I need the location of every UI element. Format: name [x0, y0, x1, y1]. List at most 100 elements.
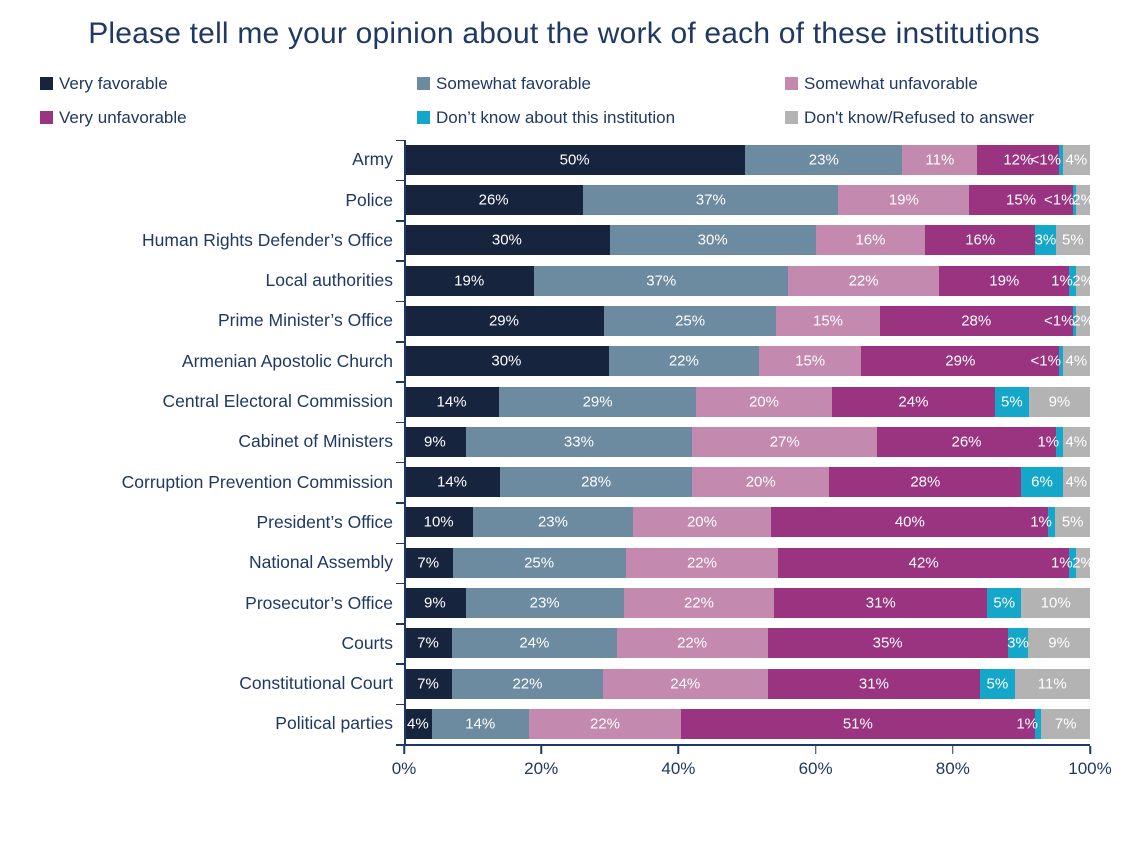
y-axis-line — [404, 139, 406, 745]
bar-track: 10% 23% 20% 40% 1% 5% — [404, 507, 1090, 538]
segment-label: 4% — [407, 715, 429, 733]
segment-label: 14% — [437, 473, 468, 491]
bar-segment: 11% — [902, 144, 978, 175]
segment-label: 5% — [986, 675, 1009, 693]
bar-row: Police 26% 37% 19% 15% <1% 2% — [0, 180, 1128, 220]
bar-segment: 2% — [1072, 185, 1094, 216]
bar-row: National Assembly 7% 25% 22% 42% 1% 2% — [0, 543, 1128, 583]
bar-segment: 3% — [1035, 225, 1056, 256]
bar-segment: 33% — [465, 426, 693, 457]
bar-row: Armenian Apostolic Church 30% 22% 15% 29% <1%… — [0, 341, 1128, 381]
bar-segment: 5% — [994, 386, 1029, 417]
segment-label: 19% — [454, 272, 485, 290]
legend-swatch — [40, 111, 53, 125]
x-axis-label: 60% — [798, 759, 833, 779]
segment-label: 1% — [1030, 513, 1052, 531]
bar-segment: <1% — [1044, 185, 1077, 216]
category-label: Police — [345, 189, 393, 210]
legend-swatch — [785, 77, 798, 91]
bar-row: Local authorities 19% 37% 22% 19% 1% 2% — [0, 260, 1128, 300]
bar-segment: 7% — [404, 547, 453, 578]
segment-label: 22% — [848, 272, 879, 290]
segment-label: 22% — [589, 715, 620, 733]
bar-segment: 7% — [404, 628, 453, 659]
y-axis-tick — [396, 502, 404, 504]
category-label: Army — [352, 149, 393, 170]
slide: Please tell me your opinion about the wo… — [0, 14, 1128, 852]
bar-segment: 28% — [500, 467, 693, 498]
segment-label: 28% — [581, 473, 612, 491]
segment-label: 30% — [491, 231, 522, 249]
bar-segment: 30% — [404, 225, 610, 256]
category-label: National Assembly — [249, 552, 393, 573]
x-axis: 0% 20% 40% 60% 80% 100% — [392, 744, 1112, 788]
segment-label: 15% — [812, 312, 844, 330]
y-axis-tick — [396, 744, 404, 746]
segment-label: 5% — [993, 594, 1016, 612]
category-label: Political parties — [275, 713, 393, 734]
bar-segment: 30% — [404, 346, 609, 377]
x-axis-tick — [540, 746, 542, 755]
legend-label: Somewhat favorable — [436, 73, 591, 93]
bar-track: 7% 25% 22% 42% 1% 2% — [404, 547, 1094, 578]
segment-label: 40% — [894, 513, 925, 531]
plot-area: Army 50% 23% 11% 12% <1% 4% Police 26% 37% 19% 15% <… — [0, 139, 1128, 788]
segment-label: 12% — [1003, 151, 1034, 169]
bar-segment: 20% — [696, 386, 832, 417]
legend-item: Somewhat favorable — [417, 74, 785, 94]
segment-label: 31% — [865, 594, 896, 612]
segment-label: 11% — [925, 151, 955, 169]
bar-track: 7% 22% 24% 31% 5% 11% — [404, 668, 1090, 699]
segment-label: 2% — [1072, 272, 1094, 290]
segment-label: 29% — [945, 352, 976, 370]
category-label: Prosecutor’s Office — [245, 592, 393, 613]
bar-segment: 6% — [1021, 467, 1063, 498]
bar-segment: 3% — [1007, 628, 1029, 659]
bar-segment: 1% — [1030, 507, 1056, 538]
bar-segment: 1% — [1051, 547, 1077, 578]
segment-label: 31% — [858, 675, 889, 693]
bar-segment: 24% — [452, 628, 617, 659]
segment-label: 2% — [1072, 312, 1094, 330]
segment-label: 37% — [646, 272, 677, 290]
category-label: Constitutional Court — [239, 673, 393, 694]
segment-label: 25% — [675, 312, 706, 330]
bar-segment: 24% — [831, 386, 995, 417]
segment-label: 22% — [668, 352, 699, 370]
segment-label: <1% — [1044, 191, 1075, 209]
bar-segment: 23% — [473, 507, 633, 538]
bar-segment: 14% — [431, 708, 529, 739]
bar-segment: 19% — [939, 265, 1070, 296]
segment-label: 5% — [1061, 513, 1084, 531]
segment-label: 23% — [537, 513, 568, 531]
bar-segment: 20% — [692, 467, 830, 498]
bar-segment: 16% — [925, 225, 1036, 256]
bar-segment: 9% — [1028, 386, 1090, 417]
bar-segment: 37% — [583, 185, 839, 216]
bar-segment: 22% — [788, 265, 940, 296]
bar-segment: 4% — [1062, 144, 1090, 175]
segment-label: 6% — [1031, 473, 1053, 491]
y-axis-tick — [396, 381, 404, 383]
x-axis-tick — [1089, 746, 1091, 755]
y-axis-tick — [396, 542, 404, 545]
bar-segment: 12% — [977, 144, 1060, 175]
segment-label: 28% — [910, 473, 941, 491]
category-label: Cabinet of Ministers — [238, 431, 393, 452]
bar-track: 14% 28% 20% 28% 6% 4% — [404, 467, 1090, 498]
y-axis-tick — [396, 421, 404, 424]
bar-row: Cabinet of Ministers 9% 33% 27% 26% 1% 4% — [0, 422, 1128, 462]
bar-segment: 5% — [980, 668, 1015, 699]
x-axis-label: 0% — [391, 759, 417, 779]
segment-label: 26% — [478, 191, 509, 209]
segment-label: 26% — [951, 433, 982, 451]
y-axis-tick — [396, 582, 404, 585]
y-axis-tick — [396, 703, 404, 706]
segment-label: 9% — [424, 594, 446, 612]
segment-label: 9% — [1048, 393, 1071, 411]
category-label: Armenian Apostolic Church — [181, 350, 393, 371]
y-axis-tick — [396, 220, 404, 222]
bar-track: 9% 23% 22% 31% 5% 10% — [404, 588, 1090, 618]
segment-label: 7% — [417, 675, 439, 693]
y-axis-tick — [396, 623, 404, 625]
